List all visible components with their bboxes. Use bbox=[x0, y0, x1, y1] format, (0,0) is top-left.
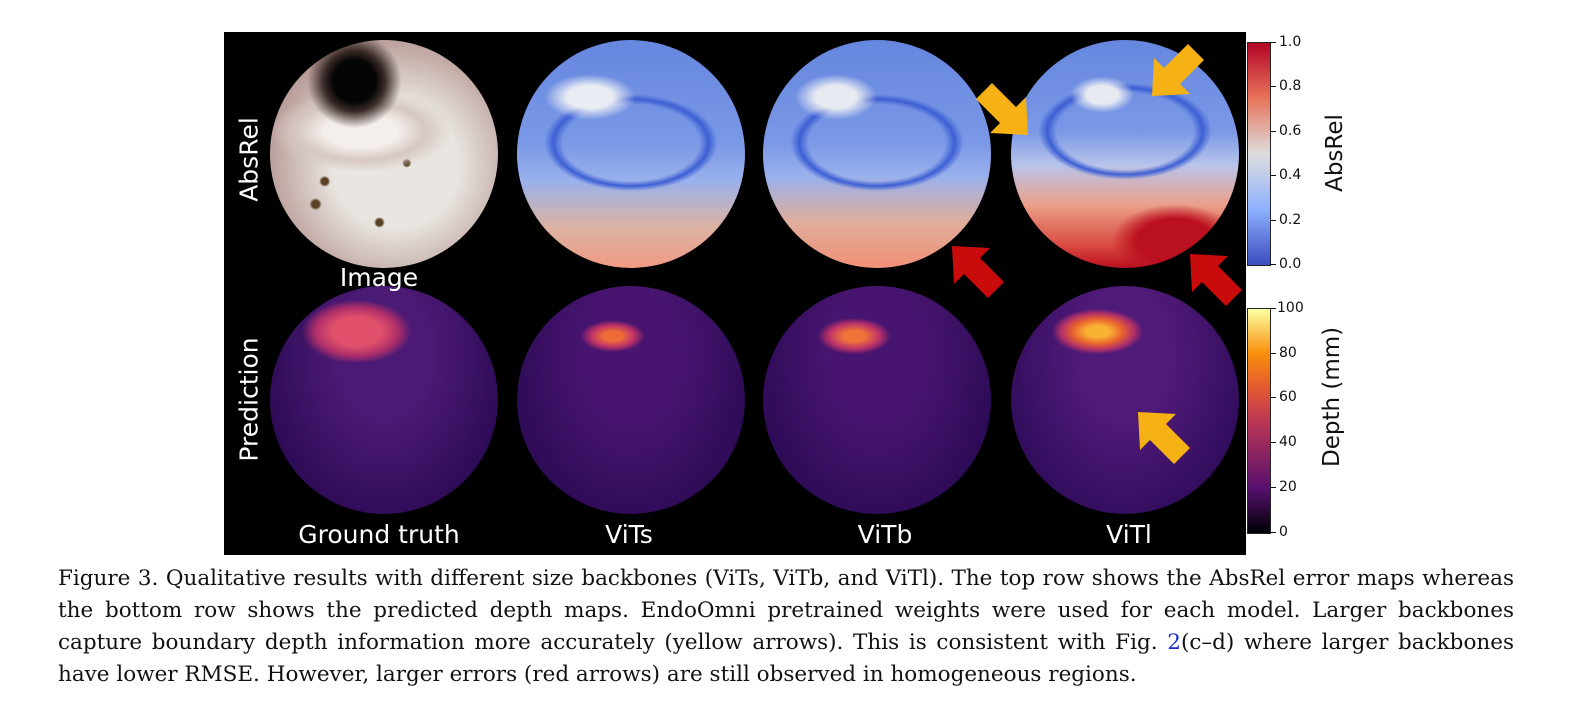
absrel-tick: 0.0 bbox=[1279, 256, 1302, 272]
tick-mark bbox=[1270, 86, 1276, 87]
image-label: Image bbox=[339, 263, 419, 292]
absrel-colorbar bbox=[1247, 42, 1271, 266]
depth-tick: 20 bbox=[1279, 479, 1297, 495]
depth-vitl bbox=[1011, 286, 1239, 514]
yellow-arrow-icon bbox=[1138, 412, 1190, 464]
absrel-tick: 0.4 bbox=[1279, 167, 1302, 183]
absrel-tick: 0.6 bbox=[1279, 123, 1302, 139]
tick-mark bbox=[1270, 487, 1276, 488]
depth-colorbar-title: Depth (mm) bbox=[1319, 326, 1345, 467]
column-label-ground-truth: Ground truth bbox=[298, 520, 460, 549]
figure-caption: Figure 3. Qualitative results with diffe… bbox=[58, 563, 1514, 691]
figure-reference-link[interactable]: 2 bbox=[1167, 630, 1181, 655]
absrel-colorbar-title: AbsRel bbox=[1322, 114, 1348, 192]
absrel-map-vitb bbox=[763, 40, 991, 268]
column-label-vitl: ViTl bbox=[1106, 520, 1152, 549]
row-label-absrel: AbsRel bbox=[234, 117, 264, 202]
depth-ground-truth bbox=[270, 286, 498, 514]
red-arrow-icon bbox=[1190, 254, 1242, 306]
column-label-vitb: ViTb bbox=[857, 520, 913, 549]
tick-mark bbox=[1270, 442, 1276, 443]
tick-mark bbox=[1270, 397, 1276, 398]
depth-vitb bbox=[763, 286, 991, 514]
depth-tick: 0 bbox=[1279, 524, 1288, 540]
absrel-tick: 1.0 bbox=[1279, 34, 1302, 50]
depth-vits bbox=[517, 286, 745, 514]
tick-mark bbox=[1270, 532, 1276, 533]
endoscopy-image bbox=[270, 40, 498, 268]
tick-mark bbox=[1270, 131, 1276, 132]
caption-text: (c–d) where larger backbones have lower … bbox=[58, 630, 1514, 687]
depth-colorbar bbox=[1247, 308, 1271, 534]
tick-mark bbox=[1270, 220, 1276, 221]
tick-mark bbox=[1270, 264, 1276, 265]
caption-text: Figure 3. Qualitative results with diffe… bbox=[58, 566, 1514, 655]
tick-mark bbox=[1270, 308, 1276, 309]
absrel-map-vitl bbox=[1011, 40, 1239, 268]
tick-mark bbox=[1270, 175, 1276, 176]
tick-mark bbox=[1270, 353, 1276, 354]
absrel-tick: 0.2 bbox=[1279, 212, 1302, 228]
depth-tick: 40 bbox=[1279, 434, 1297, 450]
yellow-arrow-icon bbox=[976, 83, 1028, 135]
tick-mark bbox=[1270, 42, 1276, 43]
depth-tick: 60 bbox=[1279, 389, 1297, 405]
absrel-map-vits bbox=[517, 40, 745, 268]
absrel-tick: 0.8 bbox=[1279, 78, 1302, 94]
red-arrow-icon bbox=[952, 246, 1004, 298]
column-label-vits: ViTs bbox=[605, 520, 653, 549]
row-label-prediction: Prediction bbox=[234, 337, 264, 462]
depth-tick: 100 bbox=[1277, 300, 1304, 316]
yellow-arrow-icon bbox=[1152, 44, 1204, 96]
depth-tick: 80 bbox=[1279, 345, 1297, 361]
results-figure: AbsRel Prediction Image Ground truth ViT… bbox=[224, 32, 1246, 555]
